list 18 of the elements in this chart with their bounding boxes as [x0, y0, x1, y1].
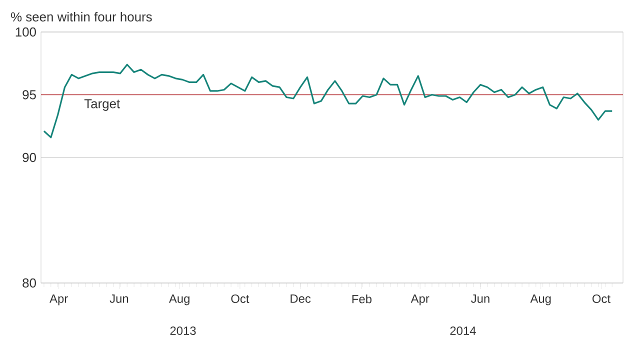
text: 2013 — [170, 326, 196, 335]
y-tick-label: 95 — [22, 90, 36, 100]
x-tick-label: Apr — [50, 294, 68, 306]
x-tick-label: Aug — [168, 294, 190, 306]
x-tick-label: Dec — [290, 294, 311, 303]
x-tick-label: Jun — [471, 294, 490, 303]
x-tick-label: Oct — [231, 294, 250, 303]
y-tick-label: 90 — [22, 152, 36, 162]
y-tick-label: 100 — [16, 27, 36, 37]
ref-line-label: Target — [84, 99, 120, 111]
y-axis-title: % seen within four hours — [10, 12, 152, 22]
x-tick-label: Feb — [352, 294, 372, 304]
x-tick-label: Apr — [410, 294, 430, 306]
x-tick-label: Aug — [530, 294, 551, 306]
y-tick-label: 80 — [22, 278, 36, 288]
x-tick-label: Oct — [592, 294, 610, 303]
x-tick-label: Jun — [110, 294, 128, 303]
text: 2014 — [450, 326, 476, 335]
